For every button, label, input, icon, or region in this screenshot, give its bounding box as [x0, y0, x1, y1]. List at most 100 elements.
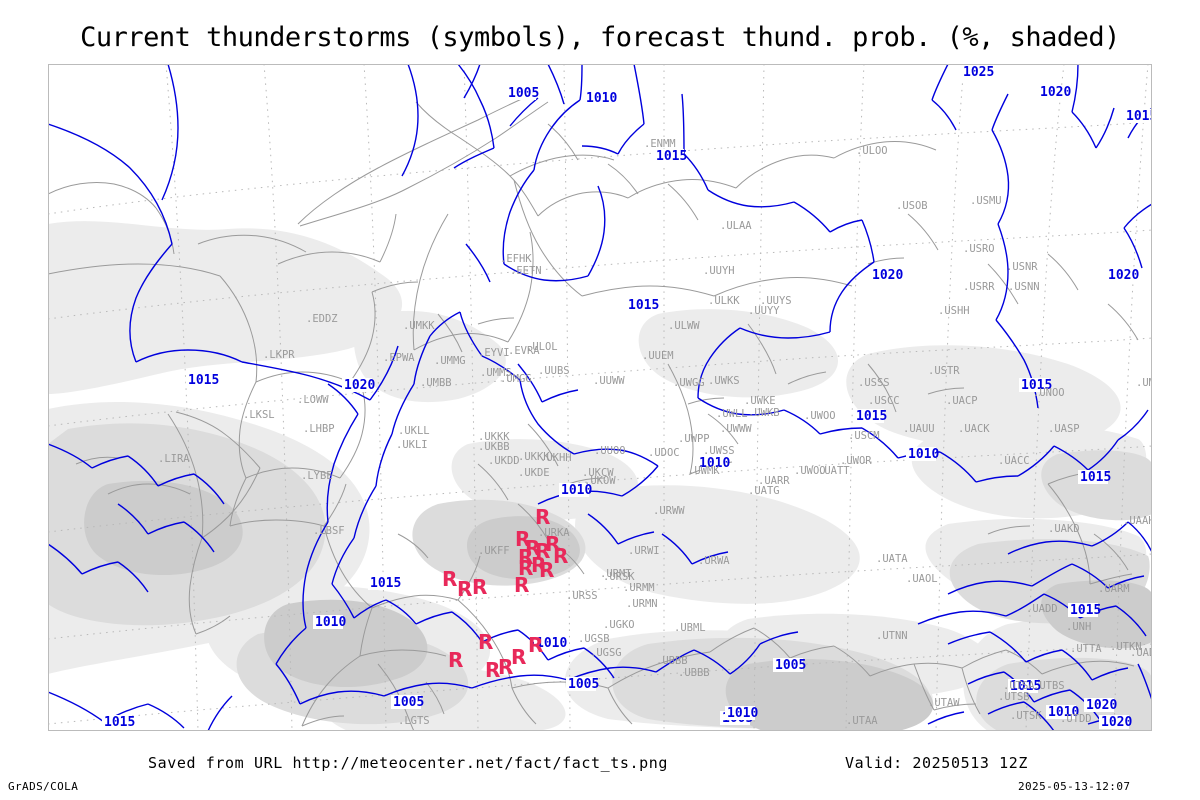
station-label: .UATT — [818, 465, 850, 477]
station-label: .LGTS — [398, 715, 430, 727]
station-label: .UWLL — [716, 408, 748, 420]
label-halo — [391, 695, 421, 709]
isobar-value: 1010 — [727, 706, 758, 721]
station-label: .ULAA — [720, 220, 752, 232]
weather-map[interactable]: 1005 1010 1025 1020 1015 1015 1015 1020 1020 1015… — [48, 64, 1152, 731]
station-label: .USCC — [868, 395, 900, 407]
station-label: .UTKN — [1110, 641, 1142, 653]
station-label: .ULOL — [526, 341, 558, 353]
isobar-label: 1015 — [1008, 679, 1041, 694]
graticule — [48, 64, 1152, 731]
station-label: .UWKS — [708, 375, 740, 387]
isobar-value: 1015 — [656, 149, 687, 164]
station-label: .UGKO — [603, 619, 635, 631]
isobar-label: 1020 — [1038, 85, 1071, 100]
thunderstorm-symbol: R — [531, 553, 546, 577]
station-label: .UAKD — [1048, 523, 1080, 535]
station-label: .LOWW — [297, 394, 329, 406]
station-labels: .ENMM .ULAA .ULOO .USMU .USOB .UUYS .UUYH .ULKK… — [158, 138, 1152, 727]
station-label: .UASP — [1048, 423, 1080, 435]
map-canvas[interactable]: 1005 1010 1025 1020 1015 1015 1015 1020 1020 1015… — [48, 64, 1152, 731]
thunderstorm-symbol: R — [545, 532, 560, 556]
station-label: .UMKK — [403, 320, 435, 332]
isobar-label: 1010 — [584, 91, 617, 106]
station-label: .UATA — [876, 553, 908, 565]
thunderstorm-symbol: R — [511, 645, 526, 669]
station-label: .USSS — [858, 377, 890, 389]
station-label: .UARR — [758, 475, 790, 487]
isobar-value: 1010 — [699, 456, 730, 471]
label-halo — [870, 268, 900, 282]
isobar-value: 1010 — [908, 447, 939, 462]
thunderstorm-symbol: R — [539, 558, 554, 582]
isobar-label: 1015 — [1068, 603, 1101, 618]
station-label: .USNR — [1006, 261, 1038, 273]
thunderstorm-symbol: R — [518, 556, 533, 580]
station-label: .LIRA — [158, 453, 190, 465]
isobar-value: 1010 — [536, 636, 567, 651]
station-label: .UKLI — [396, 439, 428, 451]
station-label: .UKDD — [488, 455, 520, 467]
station-label: .UUEM — [642, 350, 674, 362]
isobar-label: 1010 — [906, 447, 939, 462]
station-label: .UUOO — [594, 445, 626, 457]
label-halo — [1084, 698, 1114, 712]
isobar-value: 1005 — [508, 86, 539, 101]
thunderstorm-symbol: R — [457, 577, 472, 601]
station-label: .EFHK — [500, 253, 532, 265]
station-label: .UWKB — [748, 407, 780, 419]
station-label: .UARM — [1098, 583, 1130, 595]
station-label: .UAUU — [903, 423, 935, 435]
coastlines — [48, 91, 1139, 731]
station-label: .USOB — [896, 200, 928, 212]
isobar-value: 1020 — [1086, 698, 1117, 713]
station-label: .UTSK — [1010, 710, 1042, 722]
isobar-value: 1015 — [856, 409, 887, 424]
station-label: .UWMK — [688, 465, 720, 477]
isobar-value: 1015 — [1080, 470, 1111, 485]
thunderstorm-symbol: R — [478, 630, 493, 654]
station-label: .EPWA — [383, 352, 415, 364]
station-label: .UTTA — [1070, 643, 1102, 655]
isobar-value: 1010 — [315, 615, 346, 630]
station-label: .UKCW — [582, 467, 614, 479]
label-halo — [1019, 378, 1049, 392]
station-label: .URWI — [628, 545, 660, 557]
station-label: .UKKK — [518, 451, 550, 463]
isobar-value: 1020 — [1108, 268, 1139, 283]
label-halo — [854, 409, 884, 423]
station-label: .UTAW — [928, 697, 960, 709]
station-label: .UGSG — [590, 647, 622, 659]
thunderstorm-symbol: R — [485, 658, 500, 682]
label-halo — [626, 298, 656, 312]
label-halo — [654, 149, 684, 163]
station-label: .UADD — [1130, 647, 1152, 659]
station-label: .ULOO — [856, 145, 888, 157]
isobar-label: 1015 — [1019, 378, 1052, 393]
label-halo — [1038, 85, 1068, 99]
isobar-value: 1015 — [370, 576, 401, 591]
isobar-label: 1010 — [697, 456, 730, 471]
station-label: .UUYH — [703, 265, 735, 277]
label-halo — [342, 378, 372, 392]
map-layers: 1005 1010 1025 1020 1015 1015 1015 1020 1020 1015… — [48, 64, 1152, 731]
station-label: .UBBB — [656, 655, 688, 667]
station-label: .UWSS — [703, 445, 735, 457]
isobar-label: 1005 — [391, 695, 424, 710]
station-label: .URWW — [653, 505, 685, 517]
isobar-value: 1005 — [393, 695, 424, 710]
station-label: .UKDE — [518, 467, 550, 479]
thunderstorm-symbol: R — [518, 545, 533, 569]
isobar-label: 1005 — [506, 86, 539, 101]
isobar-label: 1020 — [870, 268, 903, 283]
isobar-value: 1005 — [775, 658, 806, 673]
isobar-label: 1015 — [186, 373, 219, 388]
thunderstorm-symbol: R — [498, 655, 513, 679]
station-label: .UKHH — [540, 452, 572, 464]
station-label: .UTBS — [1033, 680, 1065, 692]
label-halo — [368, 576, 398, 590]
station-label: .UKLL — [398, 425, 430, 437]
label-halo — [697, 456, 727, 470]
